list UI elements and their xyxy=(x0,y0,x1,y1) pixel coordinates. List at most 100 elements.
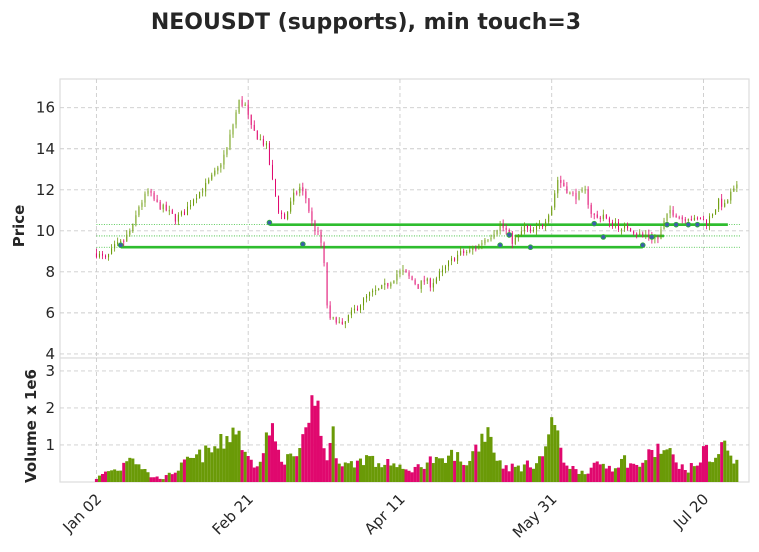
candle-body xyxy=(329,305,331,319)
volume-bar xyxy=(559,447,563,482)
volume-bar xyxy=(365,455,369,482)
volume-bar xyxy=(188,457,193,482)
candle-body xyxy=(575,193,577,200)
candle-body xyxy=(557,180,559,194)
volume-bar xyxy=(146,472,150,482)
volume-grid xyxy=(60,358,749,482)
volume-bar xyxy=(613,468,617,482)
volume-bar xyxy=(471,451,475,482)
volume-bar xyxy=(392,463,396,482)
x-tick-4: Jul 20 xyxy=(669,490,712,533)
x-tick-2: Apr 11 xyxy=(361,490,409,538)
volume-bar xyxy=(440,458,444,482)
candle-body xyxy=(317,230,319,232)
volume-bar xyxy=(246,456,250,482)
candle-body xyxy=(669,209,671,214)
chart-title: NEOUSDT (supports), min touch=3 xyxy=(151,10,581,35)
volume-bar xyxy=(346,463,350,482)
support-touch-point xyxy=(497,242,503,248)
volume-bar xyxy=(322,448,326,482)
volume-bar xyxy=(94,478,98,482)
volume-bar xyxy=(510,463,514,482)
candle-body xyxy=(584,189,586,191)
volume-bar xyxy=(692,466,696,482)
candle-body xyxy=(350,310,352,316)
candle-body xyxy=(311,211,313,222)
support-touch-point xyxy=(527,244,534,251)
volume-bar xyxy=(720,442,724,482)
candle-body xyxy=(633,231,635,234)
candle-body xyxy=(593,213,595,215)
volume-bar xyxy=(516,465,520,482)
candle-body xyxy=(733,188,735,192)
candle-body xyxy=(684,219,686,221)
volume-bar xyxy=(283,464,287,482)
volume-bar xyxy=(531,468,536,482)
candle-body xyxy=(639,233,641,235)
candle-body xyxy=(108,254,110,258)
volume-bar xyxy=(131,458,135,482)
volume-bar xyxy=(647,449,651,482)
candle-body xyxy=(417,284,419,289)
volume-bar xyxy=(340,466,344,482)
volume-bar xyxy=(565,465,569,482)
support-touch-point xyxy=(664,221,670,228)
volume-bar xyxy=(595,461,599,482)
candle-body xyxy=(472,248,474,250)
candle-body xyxy=(341,321,343,325)
candle-body xyxy=(554,193,556,208)
candle-body xyxy=(457,254,459,261)
volume-bar xyxy=(407,470,411,482)
candle-body xyxy=(296,192,298,194)
candle-body xyxy=(287,211,289,220)
candle-body xyxy=(366,296,368,299)
candle-body xyxy=(496,230,498,235)
volume-bar xyxy=(410,472,414,482)
volume-bar xyxy=(100,473,105,482)
candle-body xyxy=(363,298,365,306)
candle-body xyxy=(265,143,267,146)
volume-bar xyxy=(113,469,117,482)
volume-bar xyxy=(735,459,739,482)
volume-bar xyxy=(535,463,539,482)
volume-bar xyxy=(635,464,639,482)
candle-body xyxy=(153,192,155,200)
candle-body xyxy=(517,234,519,238)
support-touch-point xyxy=(266,219,273,226)
volume-bar xyxy=(580,470,584,482)
candle-body xyxy=(432,282,434,288)
volume-bar xyxy=(280,461,284,482)
volume-bar xyxy=(419,467,423,482)
candle-body xyxy=(120,240,122,243)
candle-body xyxy=(235,112,237,125)
candle-body xyxy=(150,190,152,193)
volume-bar xyxy=(550,417,554,482)
volume-bar xyxy=(704,445,709,482)
volume-bar xyxy=(198,449,202,482)
volume-bar xyxy=(304,427,308,482)
candle-body xyxy=(320,231,322,243)
volume-bar xyxy=(122,462,126,482)
candle-body xyxy=(414,280,416,285)
support-touch-point xyxy=(591,220,598,227)
x-tick-1: Feb 21 xyxy=(209,490,257,538)
candle-body xyxy=(199,191,201,199)
candle-body xyxy=(718,198,720,210)
support-touch-point xyxy=(685,221,692,228)
candle-body xyxy=(344,321,346,325)
volume-bar xyxy=(626,467,630,482)
candle-body xyxy=(223,154,225,165)
volume-bar xyxy=(389,465,393,482)
volume-bar xyxy=(179,462,183,482)
price-y-tick-0: 4 xyxy=(45,345,55,363)
candle-body xyxy=(117,242,119,245)
candle-body xyxy=(375,290,377,292)
volume-bar xyxy=(195,454,199,482)
candle-body xyxy=(132,223,134,232)
candle-body xyxy=(326,263,328,306)
candle-body xyxy=(278,195,280,213)
candle-body xyxy=(202,191,204,193)
volume-bar xyxy=(358,458,363,482)
candle-body xyxy=(369,292,371,297)
candle-body xyxy=(396,274,398,281)
